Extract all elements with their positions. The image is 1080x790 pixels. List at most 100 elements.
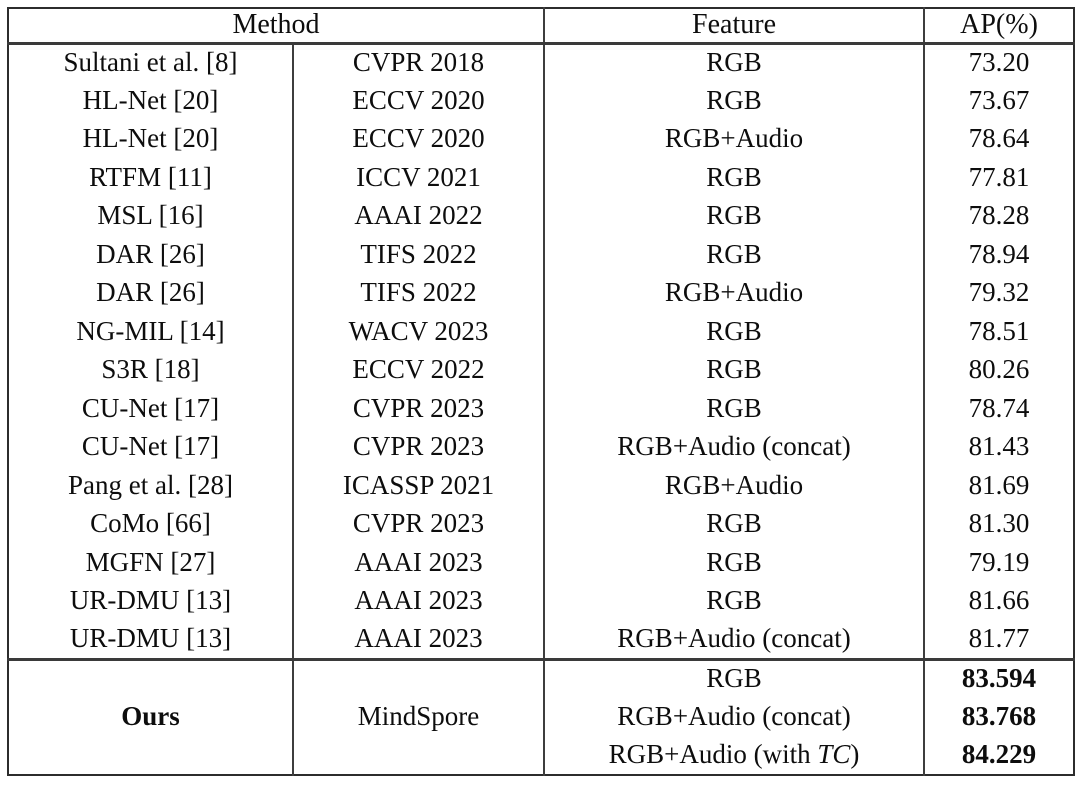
ap-cell: 78.51	[923, 312, 1075, 351]
method-cell: NG-MIL [14]	[76, 315, 225, 346]
ap-cell: 77.81	[923, 158, 1075, 197]
feature-cell: RGB+Audio (concat)	[543, 428, 925, 467]
ap-cell: 79.19	[923, 543, 1075, 582]
table-row: MSL [16] AAAI 2022 RGB 78.28	[8, 197, 1075, 236]
feature-cell: RGB	[543, 312, 925, 351]
venue-cell: ECCV 2020	[291, 120, 545, 159]
feature-cell: RGB	[543, 197, 925, 236]
method-cell: MSL [16]	[97, 200, 204, 231]
ap-cell: 84.229	[923, 736, 1075, 775]
table-row: CU-Net [17] CVPR 2023 RGB 78.74	[8, 389, 1075, 428]
feature-text-prefix: RGB+Audio (with	[608, 738, 818, 769]
header-ap: AP(%)	[923, 8, 1075, 43]
table-row: RTFM [11] ICCV 2021 RGB 77.81	[8, 158, 1075, 197]
feature-cell: RGB	[543, 505, 925, 544]
method-cell: DAR [26]	[96, 238, 205, 269]
feature-text-italic: TC	[817, 738, 851, 769]
feature-cell: RGB+Audio (concat)	[543, 697, 925, 736]
method-cell: UR-DMU [13]	[69, 623, 232, 654]
ap-cell: 73.20	[923, 43, 1075, 82]
feature-text-suffix: )	[850, 738, 860, 769]
venue-cell: ICCV 2021	[291, 158, 545, 197]
results-table: Method Feature AP(%) Sultani et al. [8] …	[7, 7, 1076, 776]
venue-cell: TIFS 2022	[291, 235, 545, 274]
feature-cell: RGB+Audio	[543, 274, 925, 313]
ap-cell: 79.32	[923, 274, 1075, 313]
table-row: NG-MIL [14] WACV 2023 RGB 78.51	[8, 312, 1075, 351]
method-cell: HL-Net [20]	[82, 84, 219, 115]
ap-cell: 81.43	[923, 428, 1075, 467]
ap-cell: 80.26	[923, 351, 1075, 390]
feature-cell: RGB	[543, 81, 925, 120]
method-cell: UR-DMU [13]	[69, 585, 232, 616]
method-cell: Sultani et al. [8]	[63, 47, 238, 78]
table-row: UR-DMU [13] AAAI 2023 RGB 81.66	[8, 582, 1075, 621]
table-header: Method Feature AP(%)	[8, 8, 1075, 43]
venue-cell: CVPR 2018	[291, 43, 545, 82]
feature-cell: RGB	[543, 582, 925, 621]
venue-cell: ECCV 2020	[291, 81, 545, 120]
feature-cell: RGB	[543, 659, 925, 698]
table-row: HL-Net [20] ECCV 2020 RGB 73.67	[8, 81, 1075, 120]
method-cell: RTFM [11]	[89, 161, 212, 192]
feature-cell: RGB	[543, 43, 925, 82]
ap-cell: 78.74	[923, 389, 1075, 428]
results-table-container: Method Feature AP(%) Sultani et al. [8] …	[7, 7, 1076, 776]
ap-cell: 81.66	[923, 582, 1075, 621]
venue-cell: TIFS 2022	[291, 274, 545, 313]
ap-cell: 83.594	[923, 659, 1075, 698]
table-row: UR-DMU [13] AAAI 2023 RGB+Audio (concat)…	[8, 620, 1075, 659]
method-cell: HL-Net [20]	[82, 123, 219, 154]
venue-cell: WACV 2023	[291, 312, 545, 351]
method-cell: S3R [18]	[101, 354, 200, 385]
venue-cell: CVPR 2023	[291, 505, 545, 544]
method-cell: CoMo [66]	[90, 508, 211, 539]
method-cell: MGFN [27]	[85, 546, 216, 577]
table-row: CoMo [66] CVPR 2023 RGB 81.30	[8, 505, 1075, 544]
ap-cell: 81.77	[923, 620, 1075, 659]
ap-cell: 81.30	[923, 505, 1075, 544]
method-cell: CU-Net [17]	[81, 431, 220, 462]
ap-cell: 78.28	[923, 197, 1075, 236]
method-cell: DAR [26]	[96, 277, 205, 308]
venue-cell: CVPR 2023	[291, 428, 545, 467]
table-body: Sultani et al. [8] CVPR 2018 RGB 73.20 H…	[8, 43, 1075, 659]
venue-cell: AAAI 2022	[291, 197, 545, 236]
table-row-ours: RGB+Audio (with TC) 84.229	[8, 736, 1075, 775]
method-cell: Pang et al. [28]	[68, 469, 233, 500]
ap-cell: 78.64	[923, 120, 1075, 159]
table-row: Sultani et al. [8] CVPR 2018 RGB 73.20	[8, 43, 1075, 82]
table-row-ours: Ours MindSpore RGB 83.594	[8, 659, 1075, 775]
venue-cell: AAAI 2023	[291, 620, 545, 659]
header-row: Method Feature AP(%)	[8, 8, 1075, 43]
ours-section: Ours MindSpore RGB 83.594 RGB+Audio (con…	[8, 659, 1075, 775]
table-row: CU-Net [17] CVPR 2023 RGB+Audio (concat)…	[8, 428, 1075, 467]
header-method: Method	[232, 8, 320, 40]
venue-cell: ICASSP 2021	[291, 466, 545, 505]
table-row: MGFN [27] AAAI 2023 RGB 79.19	[8, 543, 1075, 582]
feature-cell: RGB	[543, 543, 925, 582]
feature-cell: RGB+Audio (with TC)	[543, 736, 925, 775]
table-row: HL-Net [20] ECCV 2020 RGB+Audio 78.64	[8, 120, 1075, 159]
feature-cell: RGB+Audio (concat)	[543, 620, 925, 659]
venue-cell: CVPR 2023	[291, 389, 545, 428]
ap-cell: 73.67	[923, 81, 1075, 120]
feature-cell: RGB	[543, 389, 925, 428]
ap-cell: 78.94	[923, 235, 1075, 274]
header-feature: Feature	[543, 8, 925, 43]
feature-cell: RGB+Audio	[543, 120, 925, 159]
table-row: DAR [26] TIFS 2022 RGB 78.94	[8, 235, 1075, 274]
table-row: Pang et al. [28] ICASSP 2021 RGB+Audio 8…	[8, 466, 1075, 505]
table-row: S3R [18] ECCV 2022 RGB 80.26	[8, 351, 1075, 390]
ours-venue-cell: MindSpore	[291, 659, 545, 775]
ap-cell: 81.69	[923, 466, 1075, 505]
venue-cell: ECCV 2022	[291, 351, 545, 390]
feature-cell: RGB+Audio	[543, 466, 925, 505]
feature-cell: RGB	[543, 158, 925, 197]
table-row: DAR [26] TIFS 2022 RGB+Audio 79.32	[8, 274, 1075, 313]
venue-cell: AAAI 2023	[291, 543, 545, 582]
ours-method-cell: Ours	[121, 701, 180, 732]
feature-cell: RGB	[543, 351, 925, 390]
method-cell: CU-Net [17]	[81, 392, 220, 423]
table-row-ours: RGB+Audio (concat) 83.768	[8, 697, 1075, 736]
